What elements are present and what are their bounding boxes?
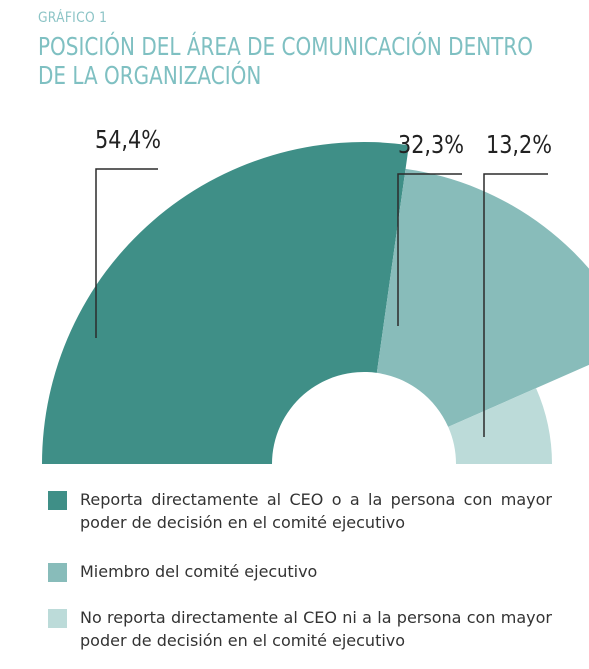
pie-slice-3 — [448, 388, 552, 464]
pie-slice-1 — [42, 142, 409, 465]
data-label-2: 32,3% — [398, 130, 464, 159]
legend-swatch-light — [48, 609, 67, 628]
legend-label: Miembro del comité ejecutivo — [80, 562, 318, 581]
legend-label: Reporta directamente al CEO o a la perso… — [80, 490, 552, 532]
chart-data-labels: 54,4% 32,3% 13,2% — [95, 125, 552, 159]
legend-swatch-medium — [48, 563, 67, 582]
chart-leader-lines — [95, 168, 548, 437]
leader-line-1 — [95, 168, 158, 338]
data-label-1: 54,4% — [95, 125, 161, 154]
data-label-3: 13,2% — [486, 130, 552, 159]
chart-slices — [42, 142, 589, 465]
leader-line-2 — [397, 173, 462, 326]
pie-slice-2 — [376, 168, 589, 427]
chart-canvas: 54,4% 32,3% 13,2% — [42, 125, 589, 465]
leader-line-3 — [483, 173, 548, 437]
legend-label: No reporta directamente al CEO ni a la p… — [80, 608, 552, 650]
chart-title: POSICIÓN DEL ÁREA DE COMUNICACIÓN DENTRO… — [38, 32, 534, 90]
chart-kicker: GRÁFICO 1 — [38, 10, 108, 26]
legend-swatch-dark — [48, 491, 67, 510]
